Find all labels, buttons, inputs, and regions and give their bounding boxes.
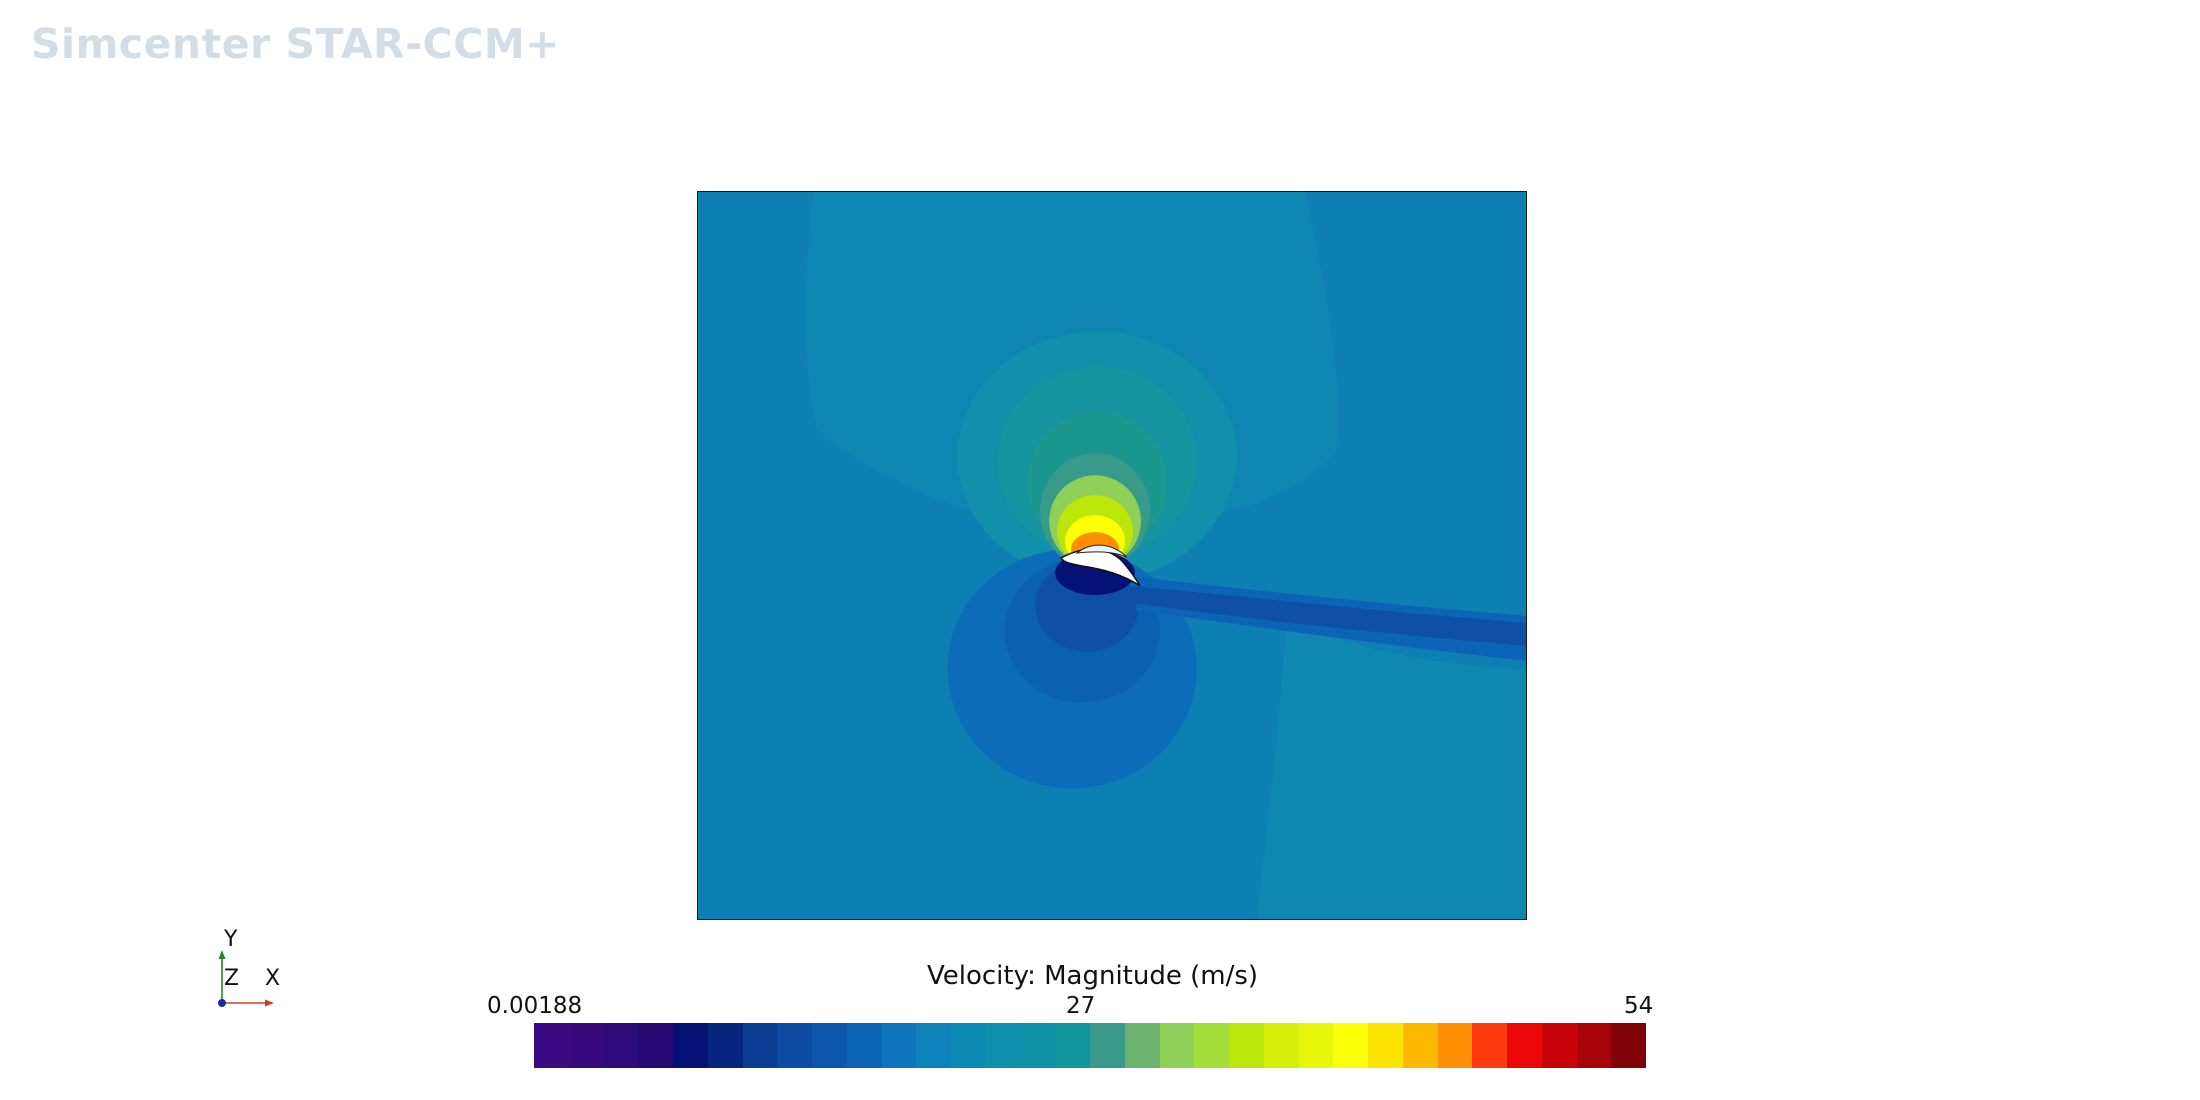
colorbar-cell (534, 1023, 569, 1068)
colorbar-mid-label: 27 (1066, 993, 1095, 1019)
colorbar-cell (777, 1023, 812, 1068)
colorbar-cell (1160, 1023, 1195, 1068)
colorbar-min-label: 0.00188 (487, 993, 582, 1019)
colorbar-cell (1299, 1023, 1334, 1068)
colorbar-cell (1438, 1023, 1473, 1068)
colorbar-cell (743, 1023, 778, 1068)
colorbar-cell (1229, 1023, 1264, 1068)
scene-viewport[interactable] (697, 191, 1527, 920)
colorbar-cell (986, 1023, 1021, 1068)
colorbar-cell (847, 1023, 882, 1068)
colorbar-cell (1333, 1023, 1368, 1068)
colorbar-cell (1125, 1023, 1160, 1068)
colorbar-cell (1472, 1023, 1507, 1068)
colorbar-cell (708, 1023, 743, 1068)
colorbar-cell (1090, 1023, 1125, 1068)
colorbar-title: Velocity: Magnitude (m/s) (0, 961, 2185, 991)
velocity-contour-plot (698, 192, 1526, 919)
colorbar-cell (1507, 1023, 1542, 1068)
colorbar-cell (604, 1023, 639, 1068)
colorbar-cell (1577, 1023, 1612, 1068)
triad-y-label: Y (224, 927, 237, 952)
colorbar-cell (1368, 1023, 1403, 1068)
colorbar-cell (638, 1023, 673, 1068)
colorbar-cell (812, 1023, 847, 1068)
colorbar-cell (1542, 1023, 1577, 1068)
colorbar-cell (1611, 1023, 1646, 1068)
colorbar-cell (1021, 1023, 1056, 1068)
colorbar-cell (569, 1023, 604, 1068)
colorbar-cell (1403, 1023, 1438, 1068)
colorbar-cell (951, 1023, 986, 1068)
colorbar-cell (916, 1023, 951, 1068)
colorbar-cell (882, 1023, 917, 1068)
app-brand-watermark: Simcenter STAR-CCM+ (31, 20, 560, 68)
colorbar-cell (1194, 1023, 1229, 1068)
velocity-colorbar (534, 1023, 1646, 1068)
colorbar-max-label: 54 (1624, 993, 1653, 1019)
colorbar-cell (1264, 1023, 1299, 1068)
colorbar-cell (1055, 1023, 1090, 1068)
colorbar-cell (673, 1023, 708, 1068)
